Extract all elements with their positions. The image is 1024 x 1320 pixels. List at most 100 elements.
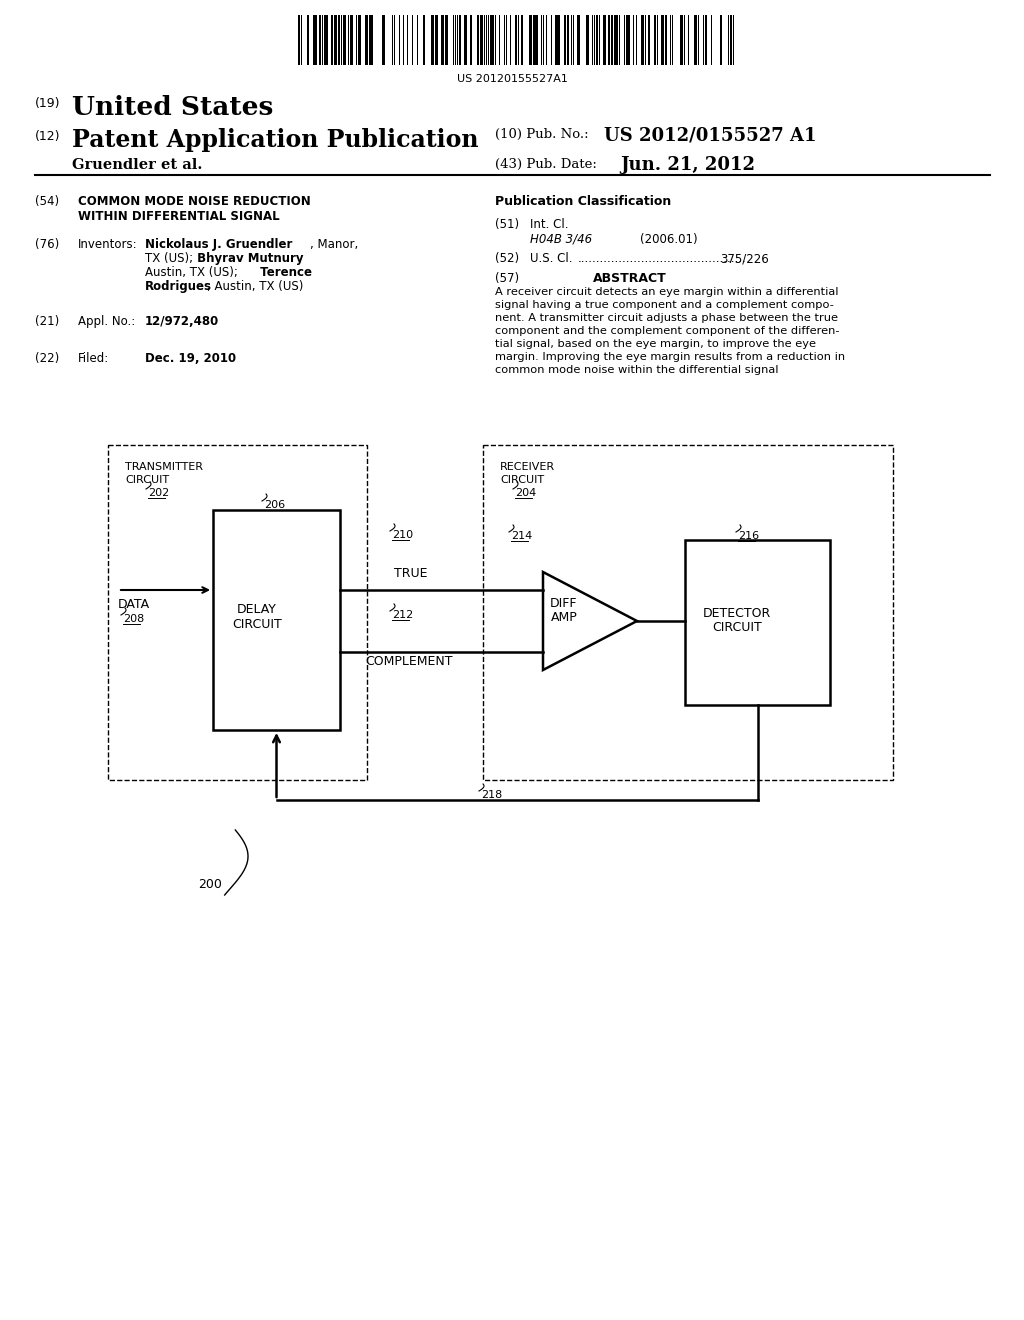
Text: component and the complement component of the differen-: component and the complement component o… bbox=[495, 326, 840, 337]
Text: AMP: AMP bbox=[551, 611, 578, 624]
Bar bbox=[307, 15, 309, 65]
Text: .............................................: ........................................… bbox=[578, 252, 746, 265]
Bar bbox=[720, 15, 722, 65]
Bar bbox=[298, 15, 300, 65]
Bar bbox=[648, 15, 650, 65]
Bar bbox=[492, 15, 494, 65]
Bar bbox=[319, 15, 321, 65]
Bar bbox=[596, 15, 598, 65]
Bar bbox=[654, 15, 656, 65]
Bar bbox=[641, 15, 644, 65]
Text: tial signal, based on the eye margin, to improve the eye: tial signal, based on the eye margin, to… bbox=[495, 339, 816, 348]
Text: RECEIVER: RECEIVER bbox=[500, 462, 555, 473]
Text: Inventors:: Inventors: bbox=[78, 238, 137, 251]
Bar bbox=[530, 15, 532, 65]
Text: COMMON MODE NOISE REDUCTION: COMMON MODE NOISE REDUCTION bbox=[78, 195, 310, 209]
Text: DELAY: DELAY bbox=[237, 603, 276, 616]
Bar bbox=[685, 540, 830, 705]
Text: common mode noise within the differential signal: common mode noise within the differentia… bbox=[495, 366, 778, 375]
Text: (57): (57) bbox=[495, 272, 519, 285]
Bar bbox=[464, 15, 466, 65]
Text: A receiver circuit detects an eye margin within a differential: A receiver circuit detects an eye margin… bbox=[495, 286, 839, 297]
Bar bbox=[555, 15, 557, 65]
Text: Jun. 21, 2012: Jun. 21, 2012 bbox=[620, 156, 755, 174]
Bar bbox=[662, 15, 664, 65]
Text: Terence: Terence bbox=[256, 267, 312, 279]
Text: DIFF: DIFF bbox=[550, 597, 578, 610]
Text: ABSTRACT: ABSTRACT bbox=[593, 272, 667, 285]
Bar bbox=[557, 15, 560, 65]
Text: (22): (22) bbox=[35, 352, 59, 366]
Text: Gruendler et al.: Gruendler et al. bbox=[72, 158, 203, 172]
Bar bbox=[627, 15, 630, 65]
Bar bbox=[358, 15, 361, 65]
Text: Publication Classification: Publication Classification bbox=[495, 195, 672, 209]
Bar bbox=[369, 15, 371, 65]
Bar bbox=[603, 15, 606, 65]
Bar bbox=[665, 15, 667, 65]
Text: Dec. 19, 2010: Dec. 19, 2010 bbox=[145, 352, 237, 366]
Text: (19): (19) bbox=[35, 96, 60, 110]
Text: Austin, TX (US);: Austin, TX (US); bbox=[145, 267, 238, 279]
Text: DATA: DATA bbox=[118, 598, 151, 611]
Text: DETECTOR: DETECTOR bbox=[703, 607, 771, 620]
Text: 202: 202 bbox=[148, 488, 169, 498]
Bar bbox=[515, 15, 517, 65]
Bar bbox=[435, 15, 438, 65]
Text: (54): (54) bbox=[35, 195, 59, 209]
Text: 218: 218 bbox=[481, 789, 502, 800]
Bar bbox=[470, 15, 472, 65]
Text: 204: 204 bbox=[515, 488, 537, 498]
Bar bbox=[608, 15, 610, 65]
Bar bbox=[371, 15, 373, 65]
Bar bbox=[350, 15, 352, 65]
Text: margin. Improving the eye margin results from a reduction in: margin. Improving the eye margin results… bbox=[495, 352, 845, 362]
Bar bbox=[326, 15, 328, 65]
Bar bbox=[445, 15, 449, 65]
Bar bbox=[705, 15, 707, 65]
Text: 200: 200 bbox=[198, 878, 222, 891]
Text: CIRCUIT: CIRCUIT bbox=[712, 620, 762, 634]
Text: 210: 210 bbox=[392, 531, 413, 540]
Text: COMPLEMENT: COMPLEMENT bbox=[365, 655, 453, 668]
Text: (76): (76) bbox=[35, 238, 59, 251]
Text: signal having a true component and a complement compo-: signal having a true component and a com… bbox=[495, 300, 834, 310]
Text: (21): (21) bbox=[35, 315, 59, 327]
Bar bbox=[441, 15, 443, 65]
Text: U.S. Cl.: U.S. Cl. bbox=[530, 252, 572, 265]
Bar bbox=[423, 15, 425, 65]
Text: (2006.01): (2006.01) bbox=[640, 234, 697, 246]
Text: 214: 214 bbox=[511, 531, 532, 541]
Text: Bhyrav Mutnury: Bhyrav Mutnury bbox=[193, 252, 303, 265]
Text: 208: 208 bbox=[123, 614, 144, 624]
Bar bbox=[431, 15, 434, 65]
Bar bbox=[365, 15, 368, 65]
Text: Appl. No.:: Appl. No.: bbox=[78, 315, 135, 327]
Text: nent. A transmitter circuit adjusts a phase between the true: nent. A transmitter circuit adjusts a ph… bbox=[495, 313, 838, 323]
Bar bbox=[680, 15, 683, 65]
Bar bbox=[324, 15, 326, 65]
Text: (12): (12) bbox=[35, 129, 60, 143]
Text: H04B 3/46: H04B 3/46 bbox=[530, 234, 592, 246]
Bar bbox=[567, 15, 569, 65]
Text: CIRCUIT: CIRCUIT bbox=[232, 618, 282, 631]
Text: US 20120155527A1: US 20120155527A1 bbox=[457, 74, 567, 84]
Text: , Austin, TX (US): , Austin, TX (US) bbox=[207, 280, 303, 293]
Text: WITHIN DIFFERENTIAL SIGNAL: WITHIN DIFFERENTIAL SIGNAL bbox=[78, 210, 280, 223]
Text: 12/972,480: 12/972,480 bbox=[145, 315, 219, 327]
Bar bbox=[338, 15, 340, 65]
Bar bbox=[480, 15, 483, 65]
Bar bbox=[564, 15, 566, 65]
Text: 375/226: 375/226 bbox=[720, 252, 769, 265]
Bar bbox=[577, 15, 580, 65]
Text: TX (US);: TX (US); bbox=[145, 252, 194, 265]
Bar bbox=[331, 15, 333, 65]
Bar bbox=[334, 15, 337, 65]
Text: (51): (51) bbox=[495, 218, 519, 231]
Text: Nickolaus J. Gruendler: Nickolaus J. Gruendler bbox=[145, 238, 293, 251]
Text: US 2012/0155527 A1: US 2012/0155527 A1 bbox=[604, 125, 816, 144]
Bar bbox=[586, 15, 589, 65]
Bar bbox=[521, 15, 523, 65]
Text: CIRCUIT: CIRCUIT bbox=[500, 475, 544, 484]
Bar bbox=[344, 15, 346, 65]
